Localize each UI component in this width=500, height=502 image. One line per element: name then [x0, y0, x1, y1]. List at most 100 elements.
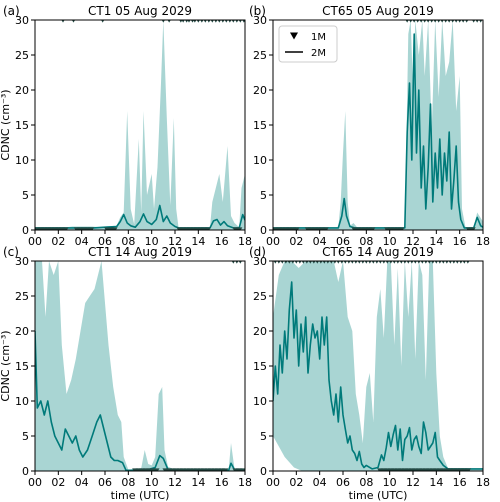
chart-panel-3: 00 02 04 06 08 10 12 14 16 18 0 5 10 15 20 25 30(d) CT65 … — [249, 245, 490, 502]
marker-1m — [375, 261, 379, 264]
marker-1m — [350, 261, 354, 264]
series-2m-line — [273, 281, 483, 470]
y-tick-label: 10 — [15, 395, 29, 408]
y-tick-label: 15 — [253, 360, 267, 373]
marker-1m — [291, 261, 295, 264]
panel-label: (d) — [249, 245, 266, 259]
x-tick-label: 10 — [383, 235, 397, 248]
marker-1m — [405, 20, 409, 23]
marker-1m — [340, 261, 344, 264]
marker-1m — [153, 468, 160, 471]
x-tick-label: 18 — [238, 476, 252, 489]
marker-1m — [193, 20, 197, 23]
marker-1m — [385, 261, 389, 264]
y-tick-label: 25 — [253, 290, 267, 303]
y-tick-label: 10 — [253, 395, 267, 408]
marker-1m — [231, 20, 235, 23]
marker-1m — [210, 20, 214, 23]
marker-1m — [187, 20, 191, 23]
marker-1m — [280, 261, 284, 264]
marker-1m — [434, 261, 438, 264]
marker-1m — [475, 20, 479, 23]
marker-1m — [419, 20, 423, 23]
marker-1m — [354, 261, 358, 264]
x-tick-label: 06 — [336, 235, 350, 248]
marker-1m — [185, 20, 189, 23]
x-tick-label: 00 — [266, 476, 280, 489]
x-tick-label: 16 — [215, 476, 229, 489]
x-tick-label: 04 — [75, 235, 89, 248]
marker-1m — [420, 261, 424, 264]
legend-marker-1m — [290, 32, 298, 40]
x-tick-label: 08 — [359, 235, 373, 248]
chart-title: CT1 05 Aug 2029 — [88, 4, 192, 18]
x-tick-label: 02 — [289, 235, 303, 248]
marker-1m — [371, 261, 375, 264]
marker-1m — [451, 20, 455, 23]
marker-1m — [409, 20, 413, 23]
marker-1m — [448, 261, 452, 264]
x-tick-label: 10 — [145, 476, 159, 489]
marker-1m — [101, 20, 105, 23]
x-tick-label: 04 — [75, 476, 89, 489]
marker-1m — [441, 261, 445, 264]
x-axis-label: time (UTC) — [111, 489, 170, 502]
y-axis-label: CDNC (cm⁻³) — [0, 89, 12, 160]
panel-label: (c) — [3, 245, 19, 259]
y-tick-label: 0 — [260, 224, 267, 237]
marker-1m — [242, 20, 245, 23]
marker-1m — [347, 261, 351, 264]
chart-panel-0: 00 02 04 06 08 10 12 14 16 18 0 5 10 15 20 25 30(a) CT1 0… — [0, 4, 252, 248]
y-tick-label: 20 — [15, 325, 29, 338]
marker-1m — [431, 261, 435, 264]
marker-1m — [412, 20, 416, 23]
plot-area — [35, 20, 245, 230]
y-tick-label: 30 — [15, 255, 29, 268]
marker-1m — [62, 227, 69, 230]
marker-1m — [196, 20, 200, 23]
x-tick-label: 18 — [476, 235, 490, 248]
marker-1m — [181, 20, 185, 23]
y-tick-label: 5 — [22, 189, 29, 202]
marker-1m — [190, 20, 195, 23]
marker-1m — [167, 20, 171, 23]
y-tick-label: 25 — [15, 290, 29, 303]
marker-1m — [410, 261, 414, 264]
y-tick-label: 15 — [15, 119, 29, 132]
marker-1m — [466, 261, 470, 264]
marker-1m — [329, 261, 333, 264]
marker-1m — [305, 261, 309, 264]
marker-1m — [284, 261, 288, 264]
marker-1m — [469, 227, 476, 230]
x-tick-label: 16 — [453, 235, 467, 248]
marker-1m — [221, 468, 229, 471]
x-tick-label: 12 — [168, 235, 182, 248]
marker-1m — [472, 20, 476, 23]
legend-box — [278, 25, 338, 63]
x-tick-label: 14 — [429, 476, 443, 489]
marker-1m — [287, 261, 291, 264]
marker-1m — [459, 261, 463, 264]
marker-1m — [231, 261, 235, 264]
marker-1m — [445, 261, 449, 264]
marker-1m — [200, 20, 204, 23]
marker-1m — [416, 20, 420, 23]
marker-1m — [433, 20, 437, 23]
x-tick-label: 06 — [98, 235, 112, 248]
marker-1m — [424, 261, 428, 264]
marker-1m — [423, 20, 427, 23]
y-tick-label: 25 — [15, 49, 29, 62]
marker-1m — [238, 261, 242, 264]
x-tick-label: 02 — [51, 476, 65, 489]
marker-1m — [87, 227, 95, 230]
marker-1m — [298, 261, 302, 264]
marker-1m — [357, 261, 361, 264]
marker-1m — [455, 261, 459, 264]
marker-1m — [398, 227, 405, 230]
marker-1m — [462, 261, 466, 264]
y-tick-label: 5 — [22, 430, 29, 443]
x-tick-label: 14 — [191, 476, 205, 489]
plot-area — [273, 20, 483, 230]
